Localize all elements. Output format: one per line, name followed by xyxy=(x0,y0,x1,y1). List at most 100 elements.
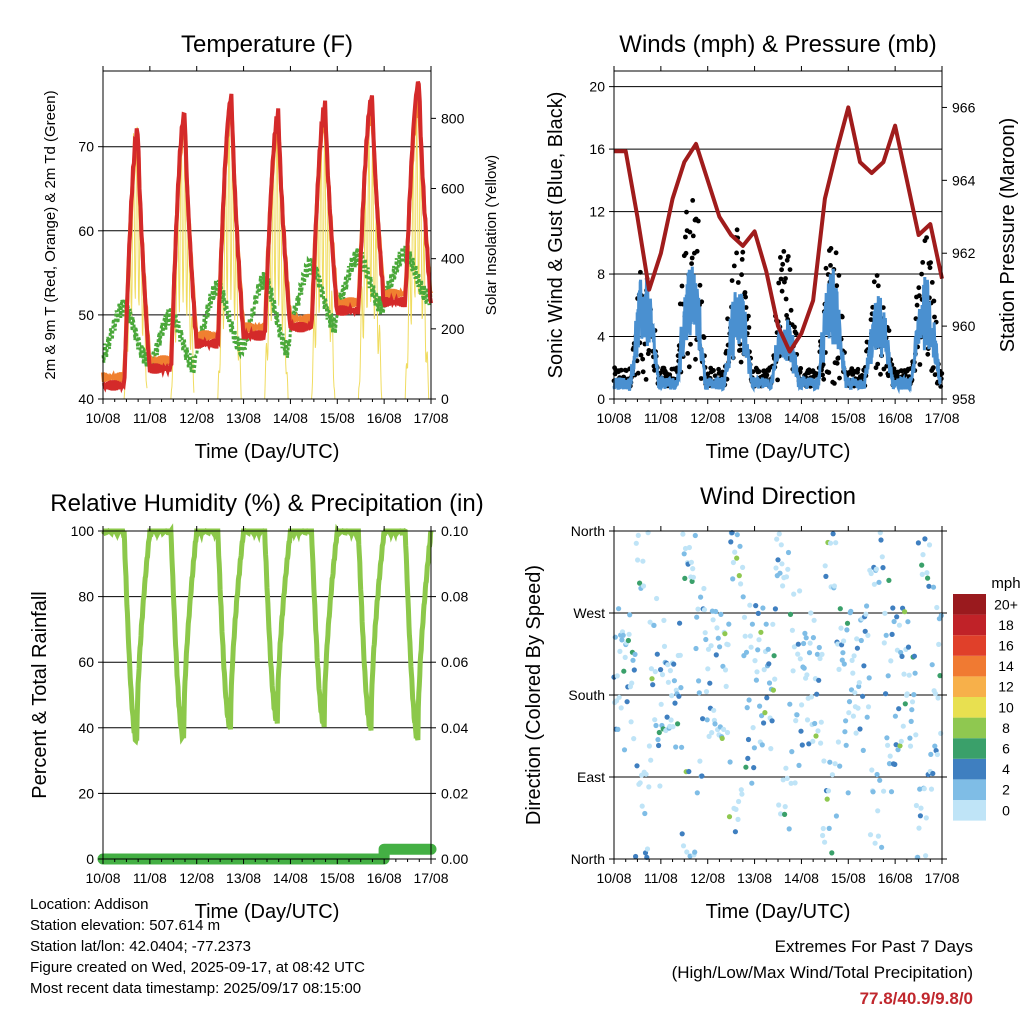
direction-point xyxy=(846,699,853,705)
humidity-title: Relative Humidity (%) & Precipitation (i… xyxy=(50,490,483,517)
x-tick-label: 14/08 xyxy=(784,410,819,426)
direction-point xyxy=(655,737,661,743)
direction-point xyxy=(918,805,924,811)
direction-point xyxy=(808,694,815,700)
y-tick-label: 40 xyxy=(78,391,94,407)
direction-point xyxy=(677,620,683,626)
direction-point xyxy=(714,625,720,631)
direction-point xyxy=(759,713,765,719)
gust-point xyxy=(826,370,832,375)
direction-point xyxy=(619,637,625,643)
gust-point xyxy=(820,372,825,378)
direction-point xyxy=(656,729,662,736)
direction-point xyxy=(881,640,887,646)
gust-point xyxy=(839,314,845,320)
direction-point xyxy=(855,705,861,711)
direction-point xyxy=(665,679,672,685)
direction-point xyxy=(815,728,821,734)
humidity-axes: 0 20 40 60 80 100 0.00 0.02 0.04 0.06 0.08 0.10 10/0… xyxy=(71,523,469,886)
direction-point xyxy=(792,780,798,786)
direction-point xyxy=(837,763,843,769)
direction-point xyxy=(746,697,752,703)
y2-tick-label: 0.00 xyxy=(441,851,468,867)
gust-point xyxy=(880,305,886,310)
direction-point xyxy=(935,695,941,701)
direction-point xyxy=(650,682,656,688)
gust-point xyxy=(920,260,926,265)
x-tick-label: 10/08 xyxy=(85,870,120,886)
y2-tick-label: 0.08 xyxy=(441,589,468,605)
gust-point xyxy=(778,255,783,260)
direction-point xyxy=(844,627,850,633)
x-tick-label: 16/08 xyxy=(878,410,913,426)
recent-timestamp: Most recent data timestamp: 2025/09/17 0… xyxy=(30,980,362,997)
y-tick-label: 70 xyxy=(78,139,94,155)
direction-point xyxy=(812,720,818,727)
direction-point xyxy=(921,786,927,792)
direction-point xyxy=(661,643,668,650)
direction-point xyxy=(825,788,832,794)
direction-point xyxy=(909,699,916,705)
direction-point xyxy=(811,617,817,623)
gust-point xyxy=(821,376,827,382)
direction-point xyxy=(677,652,683,658)
direction-point xyxy=(738,581,744,587)
gust-point xyxy=(919,271,924,277)
direction-point xyxy=(787,611,794,618)
direction-point xyxy=(888,658,894,664)
direction-point xyxy=(879,554,885,560)
direction-point xyxy=(745,755,751,762)
direction-point xyxy=(737,543,743,549)
direction-point xyxy=(694,790,700,796)
direction-point xyxy=(618,705,624,711)
direction-point xyxy=(705,646,712,652)
direction-point xyxy=(839,657,845,663)
gust-point xyxy=(792,324,797,330)
direction-point xyxy=(782,804,788,810)
direction-point xyxy=(770,621,776,627)
direction-point xyxy=(926,542,933,548)
gust-point xyxy=(787,267,793,272)
gust-point xyxy=(640,356,646,362)
direction-point xyxy=(793,718,799,724)
x-tick-label: 16/08 xyxy=(367,410,402,426)
y-tick-label: 12 xyxy=(589,204,605,220)
direction-point xyxy=(892,761,898,768)
direction-point xyxy=(680,843,687,849)
direction-point xyxy=(664,714,670,720)
direction-point xyxy=(817,655,823,662)
direction-point xyxy=(835,739,842,745)
gust-point xyxy=(746,325,752,330)
direction-point xyxy=(653,722,659,729)
direction-point xyxy=(749,621,756,627)
gust-point xyxy=(784,257,790,263)
direction-point xyxy=(904,691,910,697)
direction-point xyxy=(888,789,895,795)
gust-point xyxy=(775,377,780,383)
direction-point xyxy=(934,751,941,758)
direction-point xyxy=(694,614,700,620)
colorbar-swatch xyxy=(953,614,986,636)
direction-title: Wind Direction xyxy=(700,483,856,510)
colorbar-swatch xyxy=(953,697,986,718)
direction-point xyxy=(853,730,859,736)
y-tick-label: 60 xyxy=(78,223,94,239)
direction-point xyxy=(686,544,693,551)
y2-tick-label: 962 xyxy=(952,245,976,261)
direction-point xyxy=(675,721,681,727)
gust-point xyxy=(698,376,704,381)
direction-point xyxy=(802,630,808,637)
direction-point xyxy=(917,813,924,819)
direction-point xyxy=(849,657,855,664)
direction-point xyxy=(843,718,849,724)
gust-point xyxy=(788,307,794,313)
colorbar-label: 2 xyxy=(1002,782,1010,798)
direction-point xyxy=(755,647,761,653)
y2-tick-label: 966 xyxy=(952,99,976,115)
direction-point xyxy=(928,786,935,792)
gust-point xyxy=(828,246,834,251)
x-tick-label: 13/08 xyxy=(226,410,261,426)
gust-point xyxy=(779,267,784,273)
direction-point xyxy=(733,806,739,813)
gust-point xyxy=(798,366,804,371)
